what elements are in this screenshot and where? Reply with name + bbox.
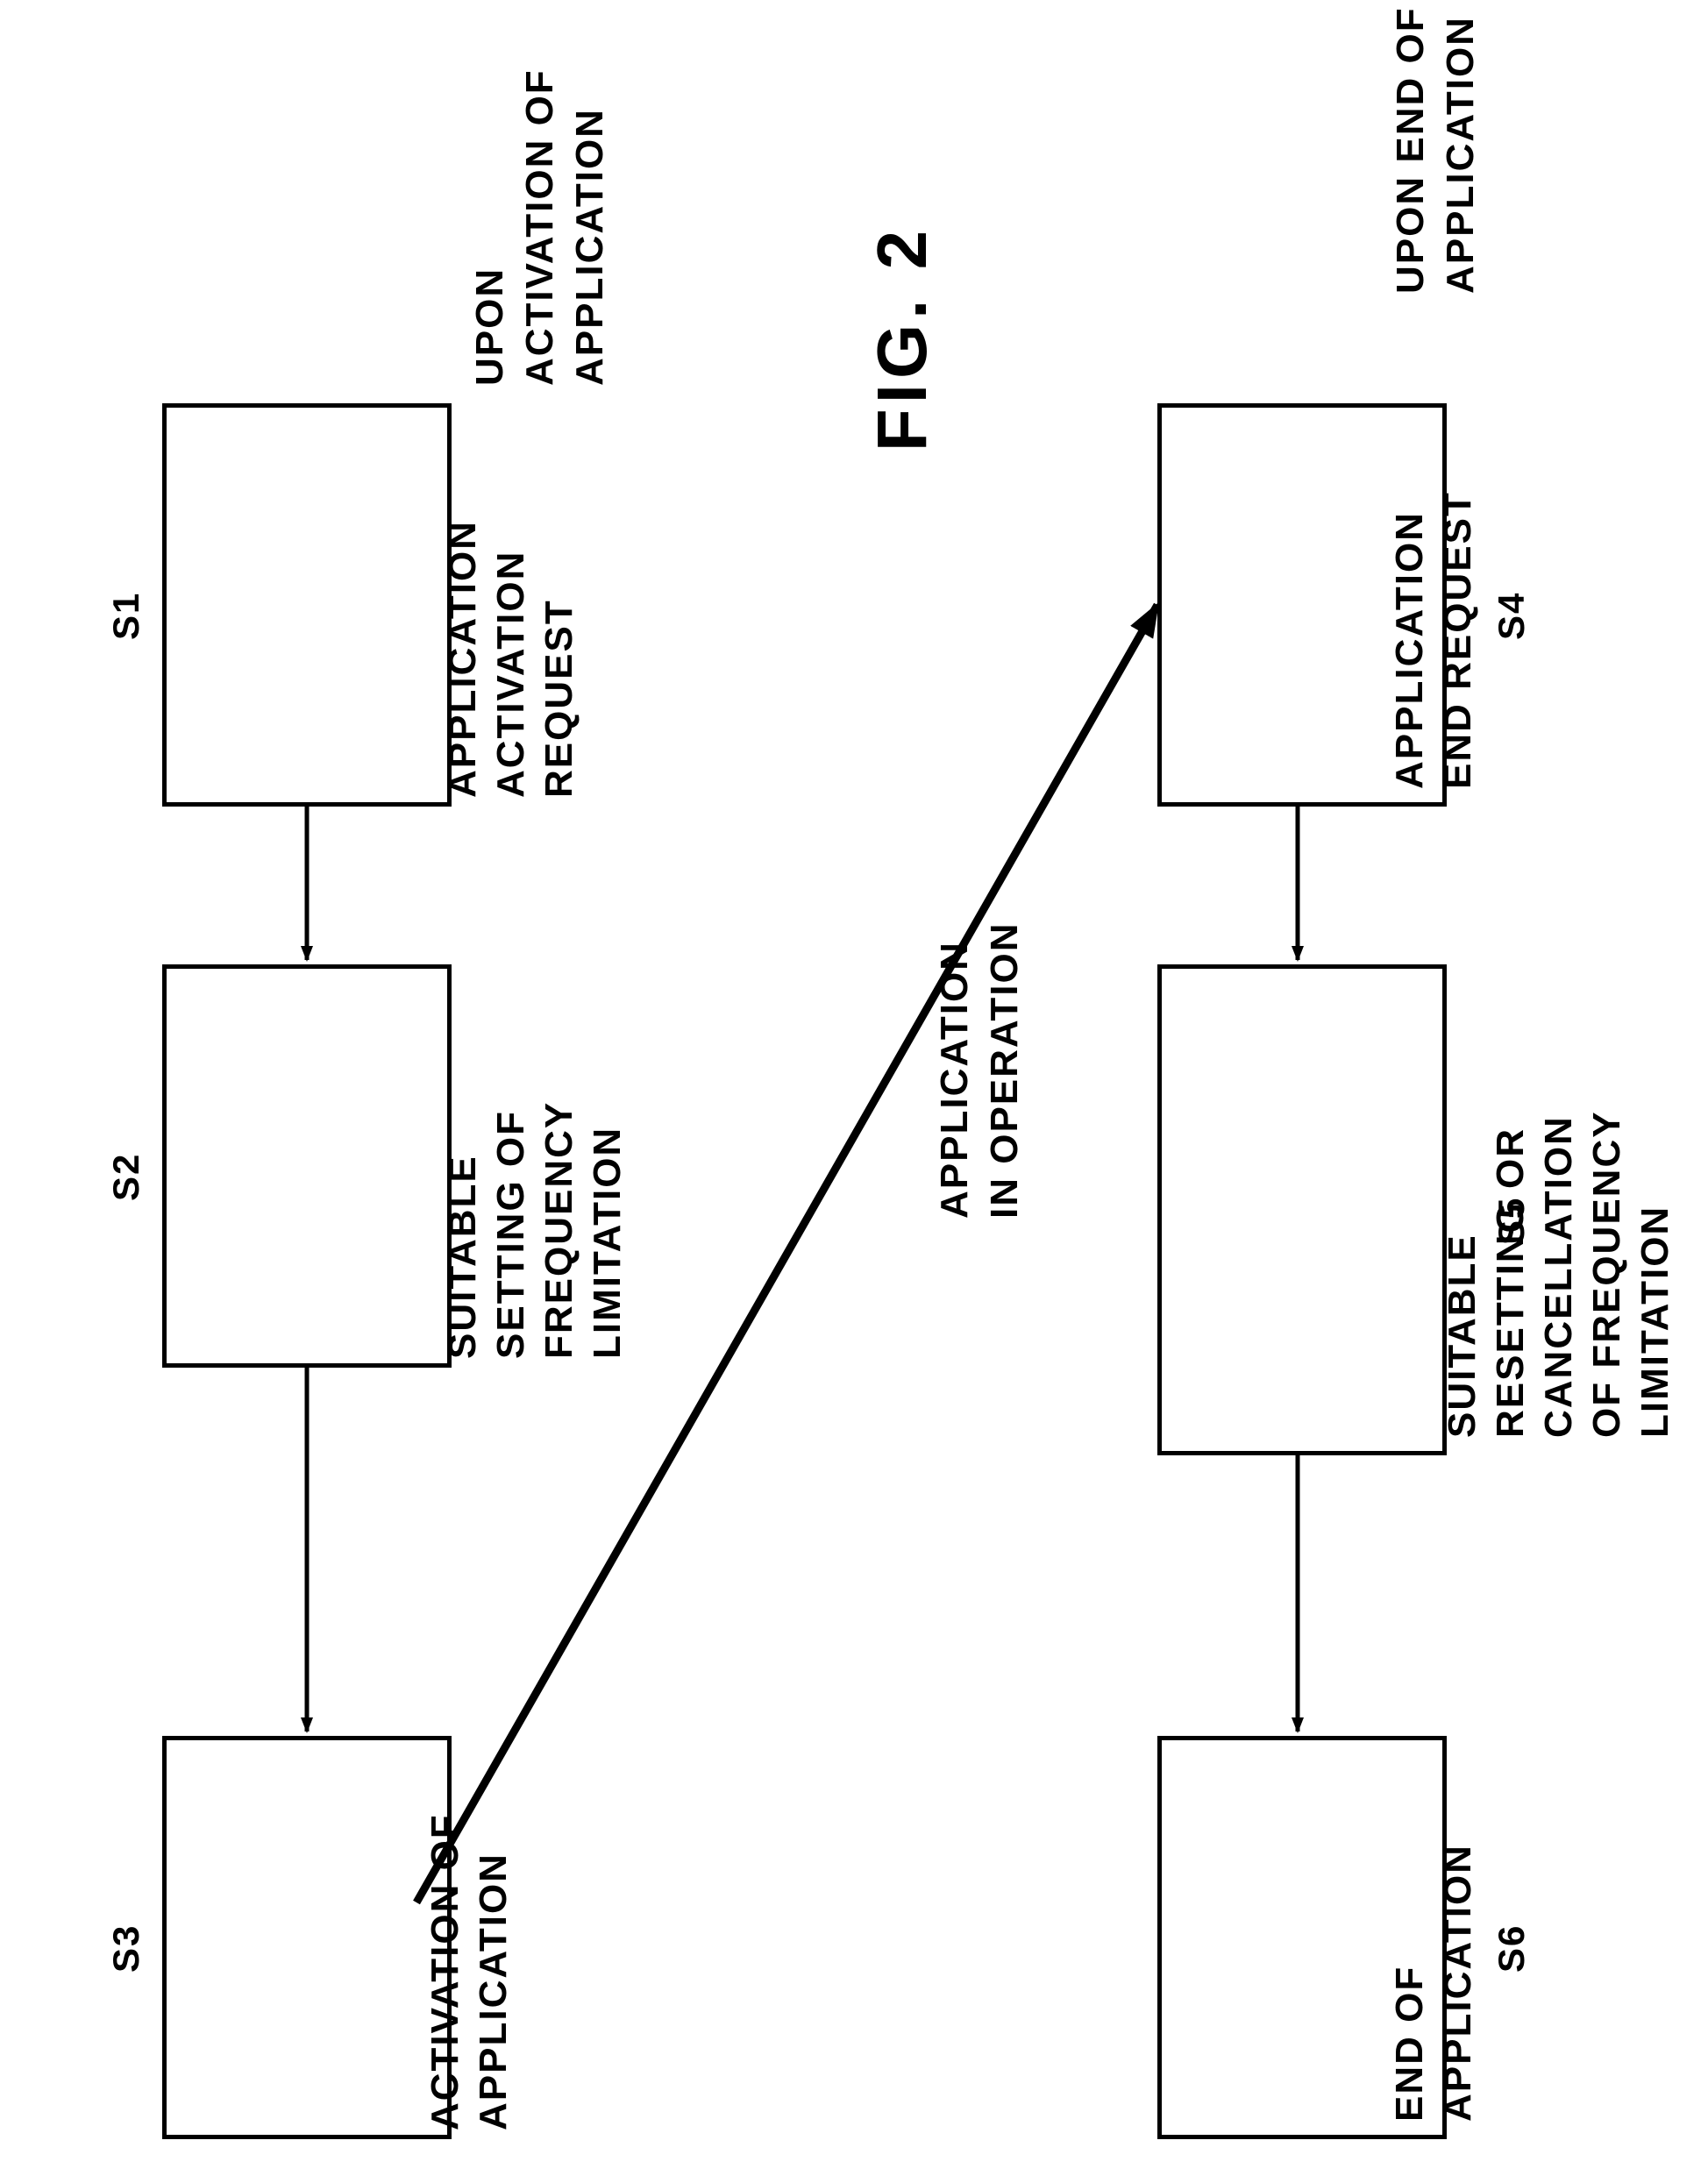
figure-title: FIG. 2 [862,225,943,452]
label-s5: S5 [1491,1197,1533,1245]
left-heading: UPON ACTIVATION OF APPLICATION [465,68,616,386]
box-s3-text: ACTIVATION OF APPLICATION [421,1813,517,2130]
box-s1-text: APPLICATION ACTIVATION REQUEST [438,520,583,798]
figure-canvas: FIG. 2 UPON ACTIVATION OF APPLICATION UP… [0,0,1708,2183]
box-s5 [1157,964,1447,1455]
box-s6-text: END OF APPLICATION [1385,1844,1482,2122]
box-s4-text: APPLICATION END REQUEST [1385,491,1482,789]
label-s1: S1 [105,592,147,640]
label-s4: S4 [1491,592,1533,640]
box-s5-text: SUITABLE RESETTING OR CANCELLATION OF FR… [1438,1110,1679,1438]
label-s6: S6 [1491,1924,1533,1973]
right-heading: UPON END OF APPLICATION [1385,6,1485,294]
label-s3: S3 [105,1924,147,1973]
box-s2-text: SUITABLE SETTING OF FREQUENCY LIMITATION [438,1101,631,1359]
box-s1 [162,403,452,807]
label-s2: S2 [105,1153,147,1201]
center-annotation: APPLICATION IN OPERATION [929,921,1029,1219]
box-s3 [162,1736,452,2139]
box-s2 [162,964,452,1368]
